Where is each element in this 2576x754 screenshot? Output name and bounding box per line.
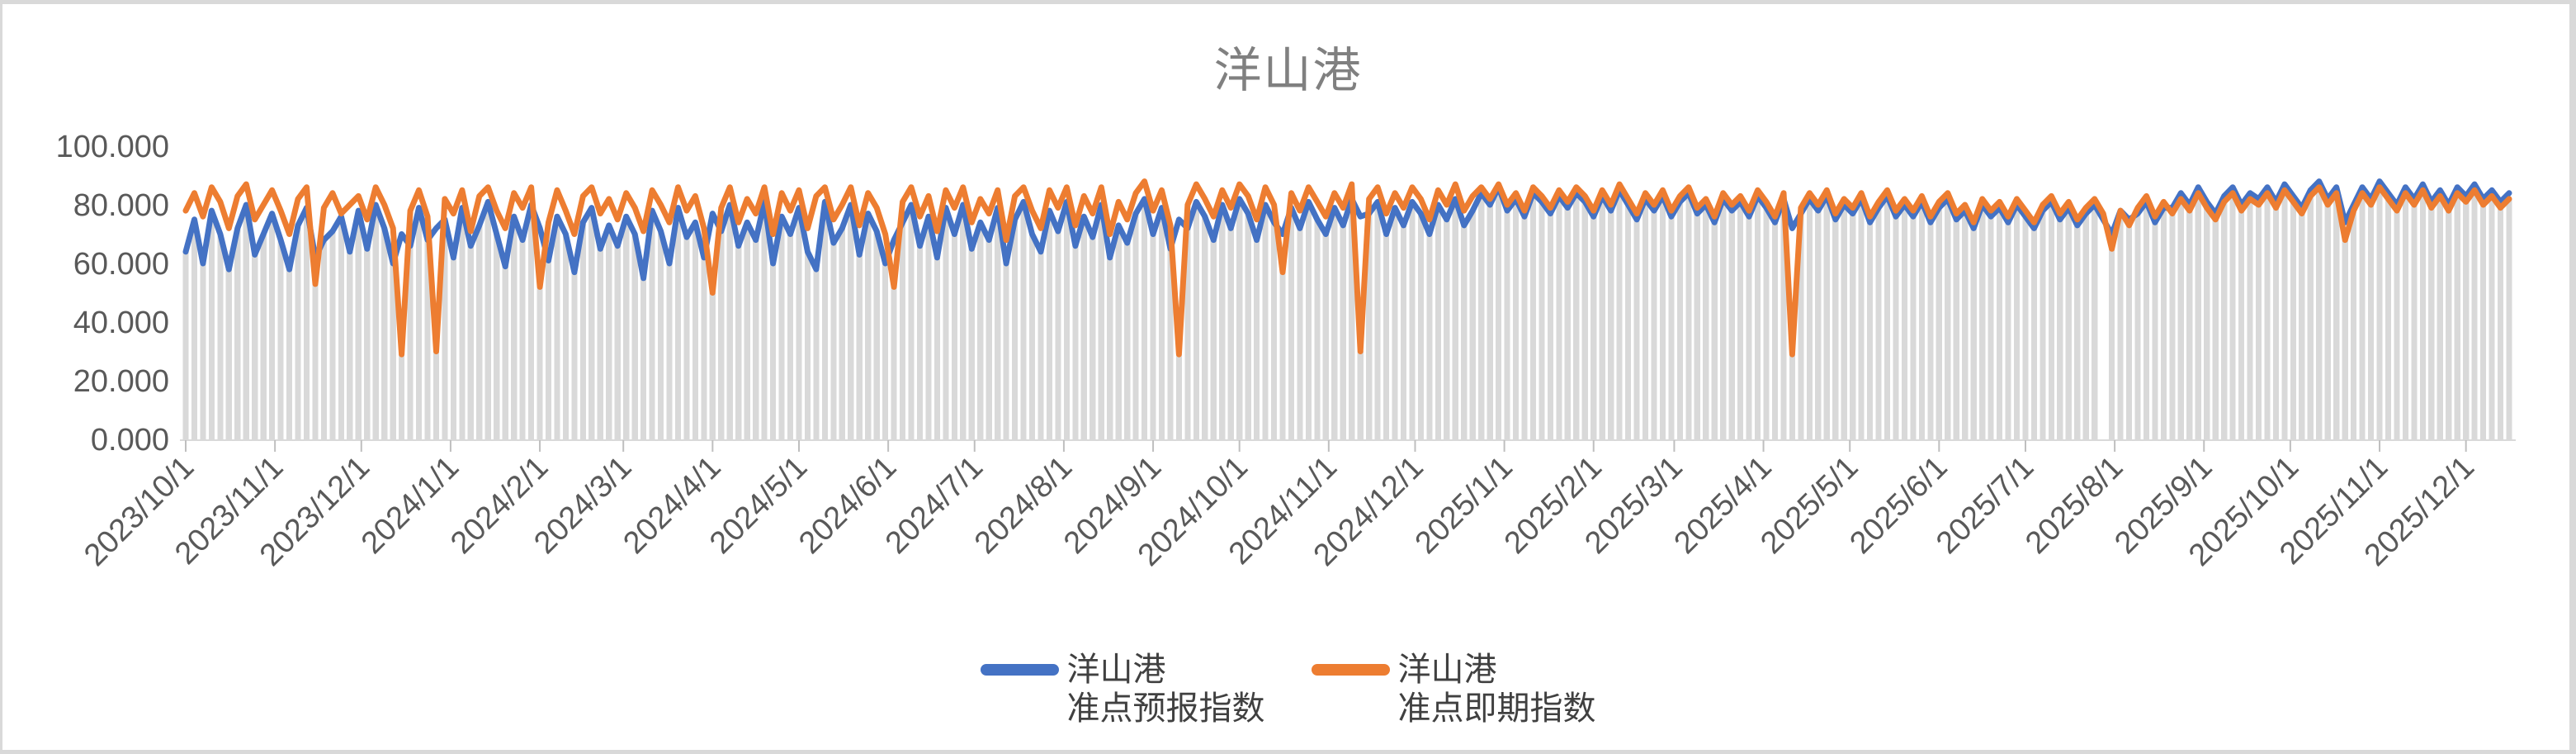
chart-legend: 洋山港 准点预报指数 洋山港 准点即期指数 bbox=[0, 651, 2576, 728]
screen-edge-left bbox=[0, 0, 2, 754]
x-tick-label: 2024/8/1 bbox=[968, 450, 1079, 561]
screen-edge-bottom bbox=[0, 750, 2576, 754]
y-tick-label: 40.000 bbox=[73, 306, 169, 340]
y-axis-labels: 0.000 20.000 40.000 60.000 80.000 100.000 bbox=[56, 130, 169, 458]
y-tick-label: 0.000 bbox=[91, 423, 169, 458]
x-tick-label: 2025/8/1 bbox=[2019, 450, 2129, 561]
x-tick-label: 2025/7/1 bbox=[1930, 450, 2040, 561]
chart-title: 洋山港 bbox=[1213, 44, 1363, 97]
y-tick-label: 100.000 bbox=[56, 130, 169, 164]
screen-edge-top bbox=[0, 0, 2576, 4]
y-tick-label: 80.000 bbox=[73, 188, 169, 223]
x-tick-label: 2024/5/1 bbox=[703, 450, 814, 561]
x-tick-label: 2025/5/1 bbox=[1754, 450, 1865, 561]
series-spot-line[interactable] bbox=[182, 178, 2512, 358]
background-bars-layer bbox=[182, 187, 2512, 441]
legend-swatch-forecast bbox=[980, 664, 1059, 676]
y-tick-label: 60.000 bbox=[73, 247, 169, 282]
x-axis bbox=[180, 439, 2516, 452]
legend-forecast-line1: 洋山港 bbox=[1066, 652, 1166, 688]
legend-swatch-spot bbox=[1311, 664, 1390, 676]
y-tick-label: 20.000 bbox=[73, 364, 169, 399]
legend-item-forecast[interactable]: 洋山港 准点预报指数 bbox=[980, 651, 1265, 728]
screen-edge-right bbox=[2569, 0, 2576, 754]
legend-item-spot[interactable]: 洋山港 准点即期指数 bbox=[1311, 651, 1596, 728]
legend-spot-line1: 洋山港 bbox=[1397, 652, 1497, 688]
legend-spot-line2: 准点即期指数 bbox=[1397, 690, 1596, 728]
x-tick-label: 2024/7/1 bbox=[879, 450, 990, 561]
x-axis-labels: 2023/10/12023/11/12023/12/12024/1/12024/… bbox=[78, 450, 2481, 573]
legend-forecast-line2: 准点预报指数 bbox=[1066, 690, 1265, 728]
x-tick-label: 2025/1/1 bbox=[1409, 450, 1520, 561]
x-tick-label: 2024/1/1 bbox=[355, 450, 466, 561]
